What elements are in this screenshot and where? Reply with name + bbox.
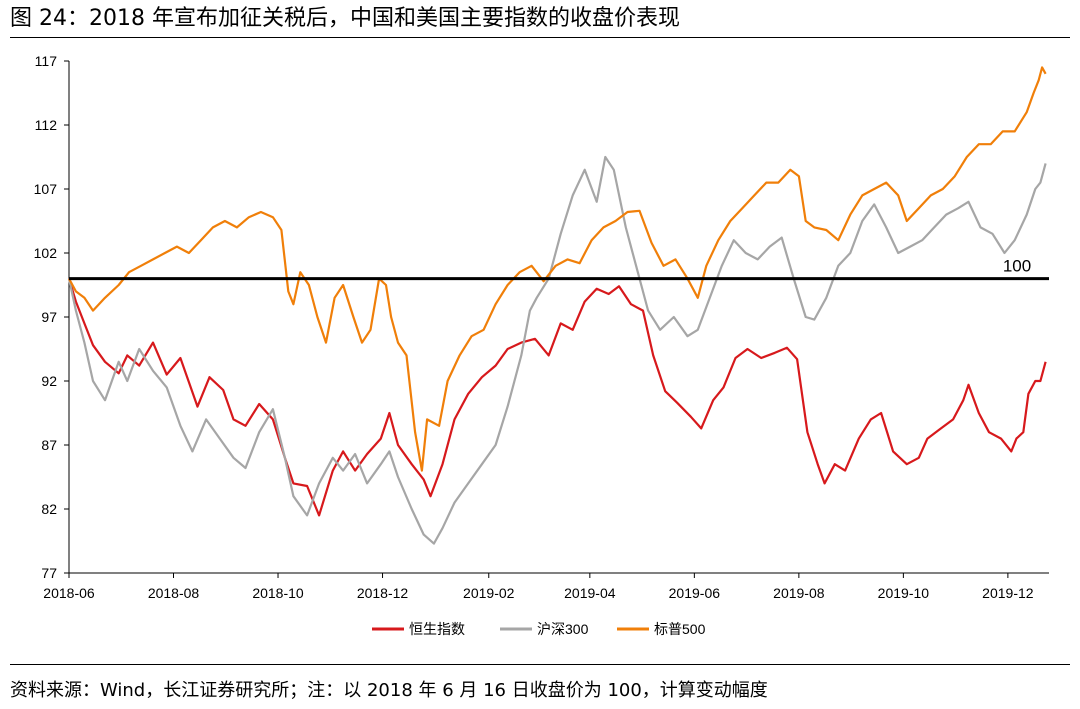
reference-line-group: 100: [69, 257, 1049, 281]
legend-label-2: 沪深300: [537, 621, 589, 637]
x-tick-label: 2019-02: [463, 585, 515, 601]
y-tick-label: 112: [35, 117, 58, 133]
x-tick-label: 2019-04: [564, 585, 616, 601]
x-tick-label: 2019-06: [669, 585, 721, 601]
x-tick-label: 2019-10: [878, 585, 930, 601]
y-tick-label: 87: [41, 437, 57, 453]
source-note: 资料来源：Wind，长江证券研究所；注：以 2018 年 6 月 16 日收盘价…: [10, 680, 768, 701]
y-tick-label: 97: [41, 309, 57, 325]
source-divider: [10, 664, 1070, 665]
legend-label-3: 标普500: [654, 621, 706, 637]
line-chart: 117 112 107 102 97 92 87 82 77 2018-06 2018-08 2018…: [34, 53, 1049, 637]
y-tick-label: 102: [34, 245, 58, 261]
x-tick-label: 2018-08: [148, 585, 200, 601]
chart-container: 117 112 107 102 97 92 87 82 77 2018-06 2018-08 2018…: [0, 40, 1080, 660]
series-line-3: [68, 66, 1047, 472]
title-divider: [10, 37, 1070, 38]
x-tick-label: 2018-12: [357, 585, 409, 601]
y-tick-label: 117: [35, 53, 58, 69]
series-line-2: [67, 155, 1047, 545]
reference-line-label: 100: [1003, 257, 1031, 276]
chart-axes: 117 112 107 102 97 92 87 82 77 2018-06 2018-08 2018…: [34, 53, 1049, 601]
y-tick-label: 77: [41, 565, 57, 581]
x-tick-label: 2018-06: [43, 585, 95, 601]
y-tick-label: 92: [41, 373, 57, 389]
figure-title: 图 24：2018 年宣布加征关税后，中国和美国主要指数的收盘价表现: [10, 6, 680, 31]
y-tick-label: 82: [41, 501, 57, 517]
x-tick-label: 2019-08: [773, 585, 825, 601]
x-tick-label: 2018-10: [252, 585, 304, 601]
series-lines: [67, 66, 1047, 545]
y-tick-label: 107: [34, 181, 58, 197]
series-line-1: [67, 278, 1047, 517]
x-tick-label: 2019-12: [982, 585, 1034, 601]
chart-legend: 恒生指数 沪深300 标普500: [372, 621, 706, 637]
legend-label-1: 恒生指数: [409, 621, 465, 637]
